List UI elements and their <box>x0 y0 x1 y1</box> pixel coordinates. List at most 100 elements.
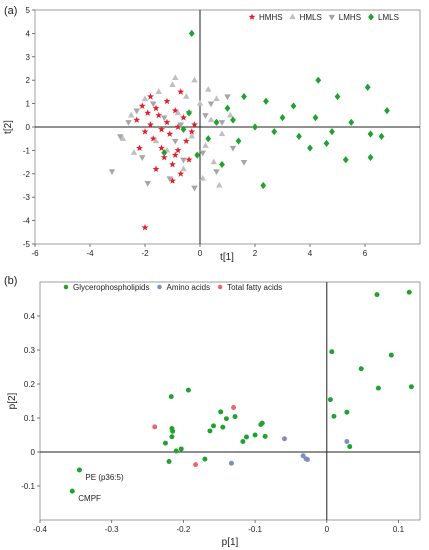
data-point <box>185 387 191 393</box>
data-point <box>174 123 182 130</box>
data-point <box>323 139 330 147</box>
legend-label: Glycerophospholipids <box>73 283 150 292</box>
data-point <box>133 116 141 123</box>
x-tick-label: -6 <box>31 249 39 258</box>
data-point <box>155 111 163 119</box>
data-point <box>327 397 333 403</box>
x-tick-label: -4 <box>86 249 94 258</box>
data-point <box>171 107 179 114</box>
data-point <box>263 97 269 105</box>
plot-a-points <box>108 29 390 231</box>
y-tick-label: 0 <box>26 123 31 132</box>
data-point <box>141 95 149 102</box>
x-tick-label: -0.1 <box>248 525 262 534</box>
data-point <box>188 132 195 139</box>
data-point <box>169 434 175 440</box>
data-point <box>191 76 198 83</box>
data-point <box>168 394 174 400</box>
legend-label: Amino acids <box>167 283 211 292</box>
data-point <box>125 120 132 126</box>
data-point <box>147 92 154 100</box>
data-point <box>172 138 179 145</box>
data-point <box>213 95 220 102</box>
data-point <box>244 434 249 440</box>
data-point <box>252 123 258 131</box>
data-point <box>202 456 208 462</box>
y-tick-label: 0.2 <box>24 380 36 389</box>
plot-b-legend: Glycerophospholipids Amino acids Total fat… <box>63 283 282 292</box>
data-point <box>259 420 265 426</box>
data-point <box>304 457 310 462</box>
data-point <box>342 156 349 164</box>
data-point <box>185 156 193 163</box>
y-tick-label: 3 <box>26 53 31 62</box>
legend-marker <box>368 13 374 21</box>
data-point <box>199 174 206 181</box>
annotation-label: CMPF <box>78 494 101 503</box>
data-point <box>329 128 335 136</box>
plot-a-ylabel: t[2] <box>3 120 14 134</box>
data-point <box>108 169 116 176</box>
data-point <box>166 130 174 137</box>
panel-a-label: (a) <box>4 5 17 17</box>
data-point <box>196 100 204 106</box>
data-point <box>260 181 267 190</box>
data-point <box>169 81 176 88</box>
y-tick-label: -1 <box>23 146 31 155</box>
x-tick-label: 4 <box>308 249 313 258</box>
data-point <box>374 292 380 298</box>
data-point <box>364 83 371 91</box>
plot-b-xlabel: p[1] <box>222 537 239 548</box>
data-point <box>177 122 184 129</box>
data-point <box>182 137 190 144</box>
plot-b-ticks: -0.4 -0.3 -0.2 -0.1 0 0.1 -0.1 0 0.1 0.2 0.3 0.4 <box>21 312 404 534</box>
data-point <box>180 157 187 164</box>
plot-b-frame <box>39 281 421 521</box>
legend-marker <box>248 13 256 20</box>
data-point <box>218 120 226 126</box>
data-point <box>224 104 231 112</box>
data-point <box>271 128 278 136</box>
y-tick-label: 0.3 <box>24 346 36 355</box>
x-tick-label: 0.1 <box>393 525 405 534</box>
data-point <box>307 144 313 152</box>
y-tick-label: 4 <box>26 29 31 38</box>
data-point <box>128 111 135 118</box>
data-point <box>202 142 209 148</box>
plot-b-zero-axes <box>40 282 420 520</box>
data-point <box>166 176 173 183</box>
y-tick-label: -4 <box>23 217 31 226</box>
x-tick-label: -0.4 <box>33 525 47 534</box>
data-point <box>347 444 353 450</box>
data-point <box>166 459 172 464</box>
plot-b-annotations: PE (p36:5) CMPF <box>78 473 124 503</box>
panel-b: (b) -0.4 -0.3 -0.2 -0.1 0 0.1 -0.1 0 0.1 0.2 0.3 0.… <box>4 275 421 548</box>
data-point <box>150 101 157 108</box>
data-point <box>161 149 168 157</box>
data-point <box>331 413 337 419</box>
data-point <box>183 92 190 99</box>
y-tick-label: 0.4 <box>24 312 36 321</box>
data-point <box>155 88 162 95</box>
legend-marker <box>328 14 336 21</box>
data-point <box>213 118 220 126</box>
data-point <box>117 134 124 140</box>
data-point <box>219 160 225 169</box>
data-point <box>171 151 179 158</box>
data-point <box>191 185 198 192</box>
data-point <box>241 92 247 101</box>
data-point <box>207 101 215 108</box>
data-point <box>144 181 151 187</box>
data-point <box>378 132 385 140</box>
data-point <box>218 409 224 415</box>
x-tick-label: 0 <box>198 249 203 258</box>
data-point <box>296 132 302 140</box>
data-point <box>172 74 179 81</box>
data-point <box>152 165 160 173</box>
data-point <box>173 448 179 454</box>
data-point <box>162 440 168 446</box>
data-point <box>367 153 374 162</box>
data-point <box>228 460 234 466</box>
data-point <box>230 116 236 124</box>
data-point <box>406 289 412 295</box>
